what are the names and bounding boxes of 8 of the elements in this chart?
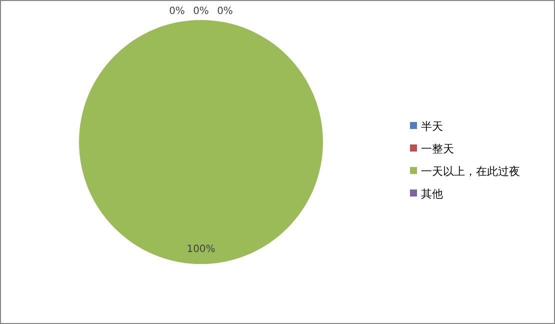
legend-label: 一天以上，在此过夜 [421, 165, 520, 178]
text: 0% [193, 6, 209, 17]
legend-label: 其他 [421, 188, 443, 200]
text: 0% [169, 6, 185, 17]
text: 0% [217, 6, 233, 17]
data-label: 100% [186, 244, 216, 255]
legend-label: 半天 [421, 120, 443, 133]
legend-label: 一整天 [421, 142, 454, 156]
